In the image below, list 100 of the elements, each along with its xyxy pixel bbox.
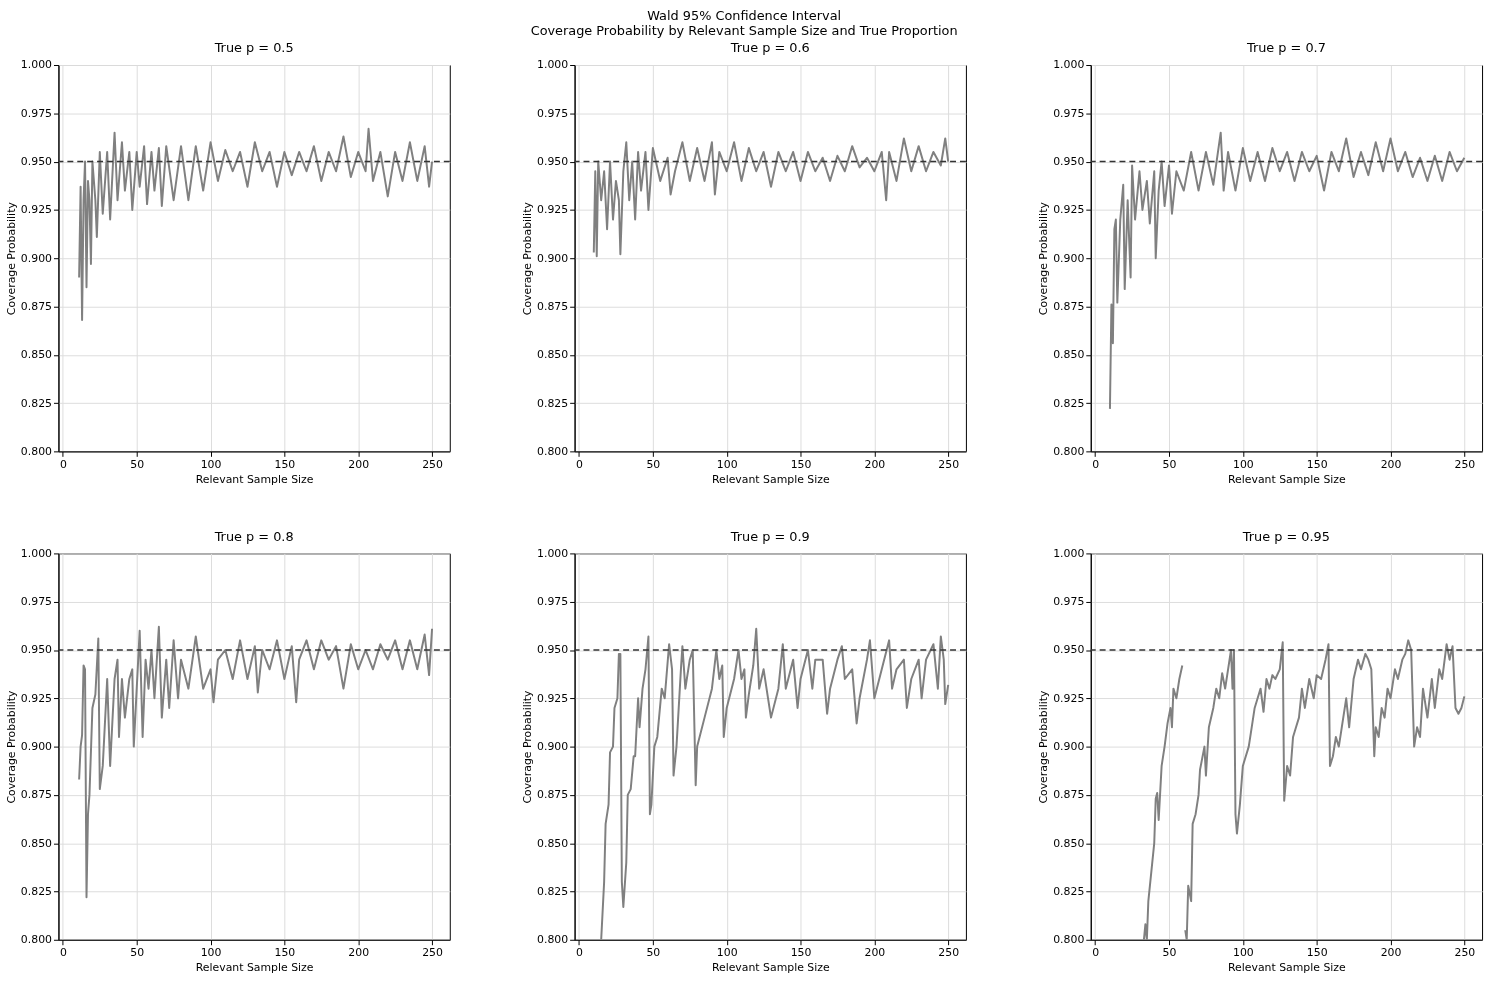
x-axis-title: Relevant Sample Size (195, 472, 314, 486)
y-tick-label: 0.925 (537, 691, 569, 705)
y-tick-label: 0.975 (537, 106, 569, 120)
y-tick-label: 0.900 (1053, 251, 1085, 265)
x-tick-label: 100 (1232, 457, 1254, 471)
x-tick-label: 200 (1380, 946, 1402, 960)
x-tick-label: 250 (1454, 457, 1476, 471)
chart-title: True p = 0.5 (213, 40, 294, 56)
x-tick-label: 0 (576, 946, 584, 960)
x-tick-label: 250 (938, 457, 960, 471)
x-axis-title: Relevant Sample Size (195, 960, 314, 974)
y-tick-label: 1.000 (537, 546, 569, 560)
x-tick-label: 250 (422, 946, 443, 960)
x-tick-label: 150 (274, 946, 296, 960)
y-tick-label: 0.800 (1053, 444, 1085, 458)
x-tick-label: 200 (1380, 457, 1402, 471)
chart-title: True p = 0.7 (1245, 40, 1326, 56)
y-tick-label: 1.000 (20, 58, 53, 72)
y-tick-label: 0.975 (20, 106, 53, 120)
x-tick-label: 200 (348, 946, 370, 960)
x-tick-label: 100 (200, 946, 222, 960)
x-tick-label: 250 (422, 457, 443, 471)
y-tick-label: 0.800 (20, 933, 53, 947)
x-tick-label: 250 (938, 946, 960, 960)
y-tick-label: 0.825 (20, 396, 53, 410)
y-tick-label: 0.850 (20, 348, 53, 362)
x-tick-label: 150 (790, 457, 812, 471)
y-tick-label: 0.850 (537, 348, 569, 362)
x-tick-label: 100 (1232, 946, 1254, 960)
y-tick-label: 0.900 (20, 740, 53, 754)
y-tick-label: 0.975 (537, 595, 569, 609)
y-tick-label: 0.825 (1053, 884, 1085, 898)
x-tick-label: 0 (59, 946, 67, 960)
y-tick-label: 0.850 (1053, 348, 1085, 362)
y-tick-label: 0.925 (20, 203, 53, 217)
x-axis-title: Relevant Sample Size (1228, 472, 1347, 486)
x-tick-label: 50 (1162, 457, 1177, 471)
y-tick-label: 0.950 (20, 155, 53, 169)
y-tick-label: 0.825 (537, 396, 569, 410)
y-tick-label: 0.950 (1053, 155, 1085, 169)
y-tick-label: 0.925 (20, 691, 53, 705)
x-tick-label: 200 (348, 457, 370, 471)
y-tick-label: 0.875 (537, 788, 569, 802)
y-tick-label: 0.900 (537, 251, 569, 265)
y-tick-label: 0.875 (537, 299, 569, 313)
y-axis-title: Coverage Probability (521, 690, 535, 804)
y-tick-label: 0.925 (537, 203, 569, 217)
chart-title: True p = 0.8 (213, 528, 294, 544)
x-tick-label: 150 (790, 946, 812, 960)
text: Coverage Probability by Relevant Sample Size and True Proportion (530, 22, 958, 38)
x-tick-label: 250 (1454, 946, 1476, 960)
x-tick-label: 50 (130, 946, 145, 960)
x-tick-label: 200 (864, 457, 886, 471)
y-tick-label: 0.950 (537, 643, 569, 657)
y-axis-title: Coverage Probability (521, 201, 535, 316)
y-axis-title: Coverage Probability (1037, 201, 1051, 316)
y-tick-label: 0.925 (1053, 203, 1085, 217)
y-tick-label: 0.900 (20, 251, 53, 265)
y-tick-label: 1.000 (20, 546, 53, 560)
y-tick-label: 0.875 (20, 299, 53, 313)
x-tick-label: 150 (274, 457, 296, 471)
y-tick-label: 0.800 (20, 444, 53, 458)
x-tick-label: 50 (646, 457, 661, 471)
y-tick-label: 0.975 (20, 595, 53, 609)
y-axis-title: Coverage Probability (1037, 690, 1051, 804)
y-tick-label: 0.875 (20, 788, 53, 802)
x-tick-label: 0 (1092, 457, 1100, 471)
x-tick-label: 150 (1306, 457, 1328, 471)
y-tick-label: 0.800 (1053, 933, 1085, 947)
line-series (78, 625, 434, 899)
x-axis-title: Relevant Sample Size (711, 960, 830, 974)
y-tick-label: 0.900 (537, 740, 569, 754)
text: Wald 95% Confidence Interval (647, 7, 842, 23)
y-tick-label: 0.950 (20, 643, 53, 657)
y-tick-label: 0.825 (20, 884, 53, 898)
y-tick-label: 0.800 (537, 933, 569, 947)
chart-title: True p = 0.6 (729, 40, 810, 56)
y-tick-label: 0.950 (537, 155, 569, 169)
x-tick-label: 100 (200, 457, 222, 471)
x-axis-title: Relevant Sample Size (1228, 960, 1347, 974)
x-tick-label: 0 (59, 457, 67, 471)
line-series (1108, 131, 1466, 410)
y-tick-label: 0.975 (1053, 106, 1085, 120)
x-tick-label: 50 (130, 457, 145, 471)
y-tick-label: 0.800 (537, 444, 569, 458)
y-tick-label: 0.925 (1053, 691, 1085, 705)
y-tick-label: 1.000 (537, 58, 569, 72)
y-tick-label: 0.825 (537, 884, 569, 898)
chart-title: True p = 0.9 (729, 528, 810, 544)
y-tick-label: 0.850 (537, 836, 569, 850)
x-axis-title: Relevant Sample Size (711, 472, 830, 486)
line-series (600, 627, 950, 940)
x-tick-label: 0 (576, 457, 584, 471)
y-tick-label: 0.850 (1053, 836, 1085, 850)
y-axis-title: Coverage Probability (4, 690, 18, 804)
y-tick-label: 0.825 (1053, 396, 1085, 410)
x-tick-label: 50 (1162, 946, 1177, 960)
x-tick-label: 200 (864, 946, 886, 960)
line-series (592, 137, 950, 258)
x-tick-label: 100 (716, 457, 738, 471)
